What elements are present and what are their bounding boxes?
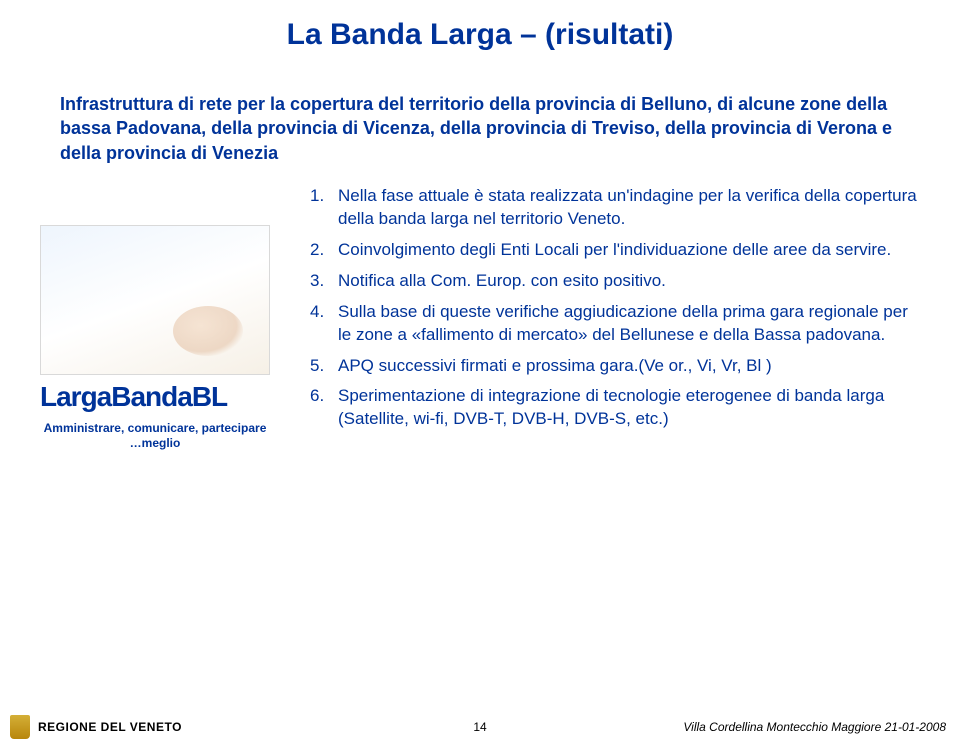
left-column: LargaBandaBL Amministrare, comunicare, p… bbox=[40, 185, 300, 452]
item-text: Sulla base di queste verifiche aggiudica… bbox=[338, 301, 920, 347]
project-logo-text: LargaBandaBL bbox=[40, 381, 300, 413]
project-thumbnail bbox=[40, 225, 270, 375]
footer-brand: REGIONE DEL VENETO bbox=[0, 715, 182, 739]
page-title: La Banda Larga – (risultati) bbox=[0, 0, 960, 52]
item-text: Coinvolgimento degli Enti Locali per l'i… bbox=[338, 239, 920, 262]
item-text: Sperimentazione di integrazione di tecno… bbox=[338, 385, 920, 431]
item-text: APQ successivi firmati e prossima gara.(… bbox=[338, 355, 920, 378]
footer-venue-date: Villa Cordellina Montecchio Maggiore 21-… bbox=[683, 720, 946, 734]
list-item: 4. Sulla base di queste verifiche aggiud… bbox=[310, 301, 920, 347]
list-item: 5. APQ successivi firmati e prossima gar… bbox=[310, 355, 920, 378]
item-number: 2. bbox=[310, 239, 338, 262]
hand-graphic bbox=[173, 306, 243, 356]
item-number: 4. bbox=[310, 301, 338, 347]
list-item: 2. Coinvolgimento degli Enti Locali per … bbox=[310, 239, 920, 262]
footer: REGIONE DEL VENETO 14 Villa Cordellina M… bbox=[0, 710, 960, 744]
intro-paragraph: Infrastruttura di rete per la copertura … bbox=[60, 92, 900, 165]
thumbnail-caption: Amministrare, comunicare, partecipare …m… bbox=[40, 421, 270, 452]
item-text: Notifica alla Com. Europ. con esito posi… bbox=[338, 270, 920, 293]
list-item: 1. Nella fase attuale è stata realizzata… bbox=[310, 185, 920, 231]
item-number: 5. bbox=[310, 355, 338, 378]
results-list: 1. Nella fase attuale è stata realizzata… bbox=[310, 185, 920, 452]
region-name: REGIONE DEL VENETO bbox=[38, 720, 182, 734]
item-number: 1. bbox=[310, 185, 338, 231]
list-item: 6. Sperimentazione di integrazione di te… bbox=[310, 385, 920, 431]
item-text: Nella fase attuale è stata realizzata un… bbox=[338, 185, 920, 231]
main-content: LargaBandaBL Amministrare, comunicare, p… bbox=[40, 185, 920, 452]
page-number: 14 bbox=[473, 720, 486, 734]
item-number: 3. bbox=[310, 270, 338, 293]
region-emblem-icon bbox=[10, 715, 30, 739]
list-item: 3. Notifica alla Com. Europ. con esito p… bbox=[310, 270, 920, 293]
item-number: 6. bbox=[310, 385, 338, 431]
